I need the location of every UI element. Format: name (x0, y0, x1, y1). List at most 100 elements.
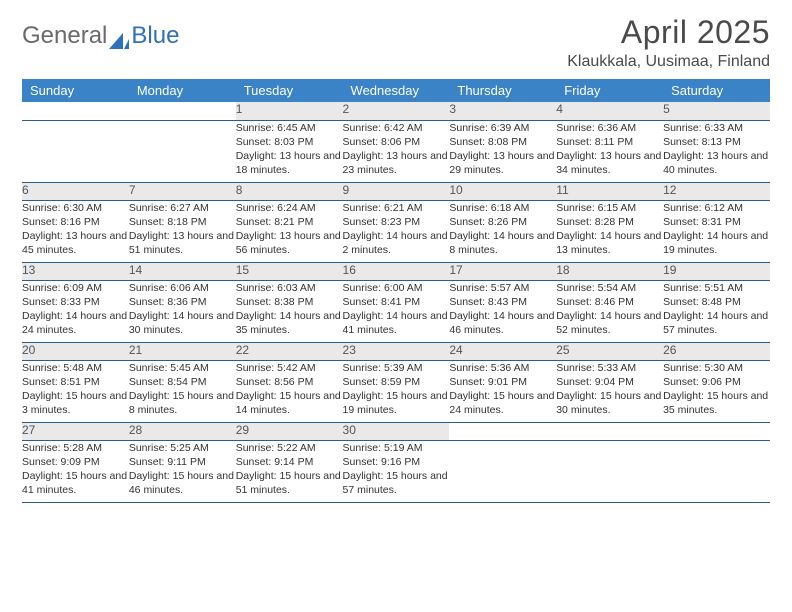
day-number-cell: 5 (663, 102, 770, 120)
daylight-text: Daylight: 14 hours and 57 minutes. (663, 309, 770, 337)
sunset-text: Sunset: 8:56 PM (236, 375, 343, 389)
day-number-cell: 11 (556, 182, 663, 200)
sunrise-text: Sunrise: 5:28 AM (22, 441, 129, 455)
daylight-text: Daylight: 15 hours and 19 minutes. (343, 389, 450, 417)
day-number-cell: 19 (663, 262, 770, 280)
brand-part2: Blue (131, 22, 179, 50)
day-number-cell: 13 (22, 262, 129, 280)
daylight-text: Daylight: 15 hours and 57 minutes. (343, 469, 450, 497)
day-number-cell: 3 (449, 102, 556, 120)
day-data-cell: Sunrise: 5:42 AMSunset: 8:56 PMDaylight:… (236, 360, 343, 422)
day-number-cell: 1 (236, 102, 343, 120)
daylight-text: Daylight: 14 hours and 13 minutes. (556, 229, 663, 257)
daylight-text: Daylight: 14 hours and 41 minutes. (343, 309, 450, 337)
brand-sail-icon (109, 28, 129, 44)
day-data-cell: Sunrise: 5:25 AMSunset: 9:11 PMDaylight:… (129, 440, 236, 502)
location-text: Klaukkala, Uusimaa, Finland (567, 53, 770, 71)
day-data-cell: Sunrise: 5:39 AMSunset: 8:59 PMDaylight:… (343, 360, 450, 422)
sunset-text: Sunset: 9:06 PM (663, 375, 770, 389)
sunrise-text: Sunrise: 6:15 AM (556, 201, 663, 215)
sunrise-text: Sunrise: 5:51 AM (663, 281, 770, 295)
day-number-cell: 18 (556, 262, 663, 280)
sunset-text: Sunset: 8:28 PM (556, 215, 663, 229)
daylight-text: Daylight: 14 hours and 35 minutes. (236, 309, 343, 337)
day-number-cell: 2 (343, 102, 450, 120)
day-data-cell: Sunrise: 5:36 AMSunset: 9:01 PMDaylight:… (449, 360, 556, 422)
daylight-text: Daylight: 15 hours and 35 minutes. (663, 389, 770, 417)
day-data-row: Sunrise: 5:48 AMSunset: 8:51 PMDaylight:… (22, 360, 770, 422)
title-block: April 2025 Klaukkala, Uusimaa, Finland (567, 14, 770, 71)
day-data-row: Sunrise: 6:09 AMSunset: 8:33 PMDaylight:… (22, 280, 770, 342)
day-number-cell: 27 (22, 422, 129, 440)
day-number-cell: 16 (343, 262, 450, 280)
weekday-header: Monday (129, 79, 236, 102)
weekday-header: Saturday (663, 79, 770, 102)
daylight-text: Daylight: 15 hours and 30 minutes. (556, 389, 663, 417)
day-number-cell: 9 (343, 182, 450, 200)
day-number-row: 12345 (22, 102, 770, 120)
day-number-cell: 24 (449, 342, 556, 360)
day-number-cell: 22 (236, 342, 343, 360)
day-number-cell: 15 (236, 262, 343, 280)
day-number-cell: 25 (556, 342, 663, 360)
sunrise-text: Sunrise: 5:54 AM (556, 281, 663, 295)
day-data-cell: Sunrise: 6:03 AMSunset: 8:38 PMDaylight:… (236, 280, 343, 342)
sunrise-text: Sunrise: 5:36 AM (449, 361, 556, 375)
sunrise-text: Sunrise: 6:24 AM (236, 201, 343, 215)
day-number-cell: 29 (236, 422, 343, 440)
day-data-cell: Sunrise: 5:48 AMSunset: 8:51 PMDaylight:… (22, 360, 129, 422)
sunset-text: Sunset: 8:13 PM (663, 135, 770, 149)
day-data-cell: Sunrise: 6:27 AMSunset: 8:18 PMDaylight:… (129, 200, 236, 262)
sunset-text: Sunset: 8:48 PM (663, 295, 770, 309)
sunrise-text: Sunrise: 6:06 AM (129, 281, 236, 295)
day-number-cell: 4 (556, 102, 663, 120)
day-data-cell: Sunrise: 6:15 AMSunset: 8:28 PMDaylight:… (556, 200, 663, 262)
sunrise-text: Sunrise: 5:45 AM (129, 361, 236, 375)
sunset-text: Sunset: 9:16 PM (343, 455, 450, 469)
day-number-cell (449, 422, 556, 440)
sunset-text: Sunset: 9:04 PM (556, 375, 663, 389)
day-number-cell: 21 (129, 342, 236, 360)
daylight-text: Daylight: 14 hours and 52 minutes. (556, 309, 663, 337)
sunset-text: Sunset: 9:09 PM (22, 455, 129, 469)
day-number-cell: 28 (129, 422, 236, 440)
day-data-cell: Sunrise: 6:09 AMSunset: 8:33 PMDaylight:… (22, 280, 129, 342)
brand-part1: General (22, 22, 107, 50)
sunrise-text: Sunrise: 5:19 AM (343, 441, 450, 455)
sunset-text: Sunset: 9:11 PM (129, 455, 236, 469)
day-data-cell: Sunrise: 5:19 AMSunset: 9:16 PMDaylight:… (343, 440, 450, 502)
day-number-cell: 12 (663, 182, 770, 200)
weekday-header: Tuesday (236, 79, 343, 102)
day-data-cell: Sunrise: 5:33 AMSunset: 9:04 PMDaylight:… (556, 360, 663, 422)
weekday-header: Sunday (22, 79, 129, 102)
day-number-cell: 23 (343, 342, 450, 360)
day-number-cell: 14 (129, 262, 236, 280)
day-data-cell: Sunrise: 5:28 AMSunset: 9:09 PMDaylight:… (22, 440, 129, 502)
sunrise-text: Sunrise: 5:30 AM (663, 361, 770, 375)
daylight-text: Daylight: 15 hours and 41 minutes. (22, 469, 129, 497)
sunrise-text: Sunrise: 6:27 AM (129, 201, 236, 215)
sunset-text: Sunset: 8:43 PM (449, 295, 556, 309)
daylight-text: Daylight: 14 hours and 30 minutes. (129, 309, 236, 337)
daylight-text: Daylight: 15 hours and 8 minutes. (129, 389, 236, 417)
sunrise-text: Sunrise: 6:18 AM (449, 201, 556, 215)
sunrise-text: Sunrise: 6:03 AM (236, 281, 343, 295)
sunrise-text: Sunrise: 6:39 AM (449, 121, 556, 135)
sunset-text: Sunset: 9:14 PM (236, 455, 343, 469)
daylight-text: Daylight: 15 hours and 14 minutes. (236, 389, 343, 417)
daylight-text: Daylight: 13 hours and 18 minutes. (236, 149, 343, 177)
day-data-row: Sunrise: 5:28 AMSunset: 9:09 PMDaylight:… (22, 440, 770, 502)
day-data-cell: Sunrise: 5:54 AMSunset: 8:46 PMDaylight:… (556, 280, 663, 342)
day-data-cell: Sunrise: 6:12 AMSunset: 8:31 PMDaylight:… (663, 200, 770, 262)
daylight-text: Daylight: 13 hours and 23 minutes. (343, 149, 450, 177)
day-data-cell: Sunrise: 5:22 AMSunset: 9:14 PMDaylight:… (236, 440, 343, 502)
sunset-text: Sunset: 8:18 PM (129, 215, 236, 229)
daylight-text: Daylight: 14 hours and 19 minutes. (663, 229, 770, 257)
weekday-header-row: Sunday Monday Tuesday Wednesday Thursday… (22, 79, 770, 102)
daylight-text: Daylight: 14 hours and 24 minutes. (22, 309, 129, 337)
sunset-text: Sunset: 8:16 PM (22, 215, 129, 229)
sunrise-text: Sunrise: 6:30 AM (22, 201, 129, 215)
day-data-cell: Sunrise: 6:21 AMSunset: 8:23 PMDaylight:… (343, 200, 450, 262)
day-number-row: 27282930 (22, 422, 770, 440)
weekday-header: Friday (556, 79, 663, 102)
